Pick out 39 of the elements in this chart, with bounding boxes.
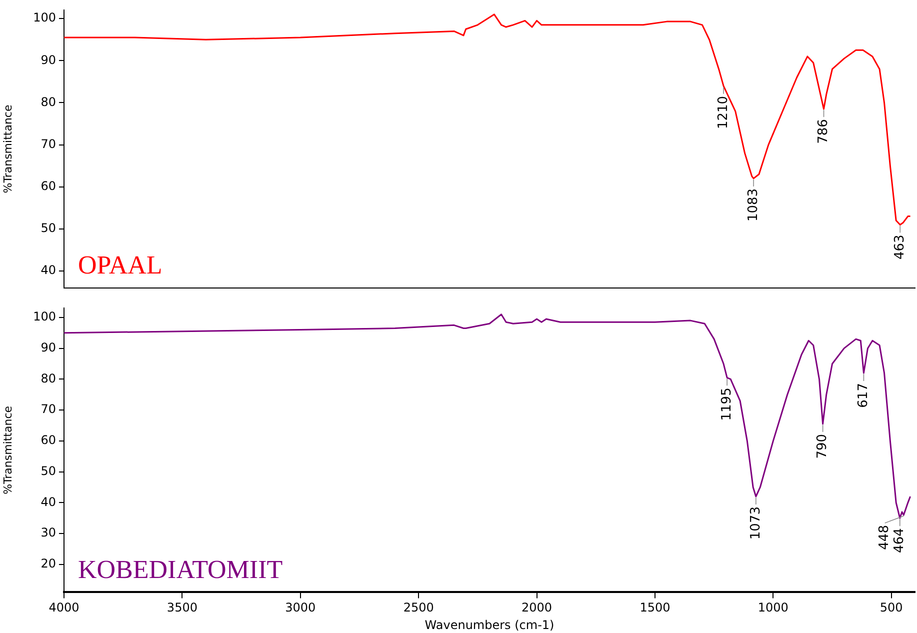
x-tick-label: 3000 — [285, 600, 316, 615]
x-axis-title: Wavenumbers (cm-1) — [424, 618, 554, 632]
x-tick-label: 2000 — [522, 600, 552, 615]
x-tick-label: 3500 — [166, 600, 198, 615]
y-tick-label: 90 — [40, 340, 56, 354]
y-tick-label: 40 — [40, 263, 56, 278]
y-tick-label: 70 — [40, 136, 56, 151]
y-tick-label: 60 — [40, 433, 56, 448]
y-tick-label: 40 — [40, 494, 56, 509]
y-tick-label: 90 — [40, 52, 56, 67]
y-tick-label: 80 — [40, 94, 56, 109]
y-tick-label: 60 — [40, 178, 56, 193]
y-tick-label: 100 — [33, 10, 56, 25]
x-tick-label: 500 — [880, 600, 903, 615]
annotation: 448 — [877, 525, 892, 550]
y-tick-label: 50 — [40, 464, 56, 478]
y-tick-label: 20 — [40, 556, 56, 571]
y-tick-label: 80 — [40, 371, 56, 386]
annotation: 1073 — [748, 506, 764, 540]
text: KOBEDIATOMIIT — [78, 555, 283, 584]
annotation: 1210 — [716, 96, 731, 130]
y-tick-label: 70 — [40, 402, 56, 416]
x-tick-label: 4000 — [48, 600, 80, 615]
annotation: 463 — [892, 234, 908, 260]
x-tick-label: 2500 — [403, 600, 434, 615]
annotation: 790 — [815, 434, 830, 459]
x-tick-label: 1500 — [640, 600, 670, 615]
y-tick-label: 30 — [40, 526, 56, 540]
y-tick-label: 100 — [33, 310, 56, 324]
x-tick-label: 1000 — [758, 600, 788, 615]
y-axis-title: %Transmittance — [1, 406, 14, 494]
text: OPAAL — [78, 250, 162, 280]
annotation: 786 — [816, 119, 832, 144]
y-axis-title: %Transmittance — [1, 104, 14, 194]
annotation: 464 — [892, 528, 908, 553]
annotation: 617 — [856, 383, 872, 408]
annotation: 1083 — [746, 188, 761, 222]
y-tick-label: 50 — [40, 221, 56, 236]
annotation: 1195 — [719, 388, 734, 421]
